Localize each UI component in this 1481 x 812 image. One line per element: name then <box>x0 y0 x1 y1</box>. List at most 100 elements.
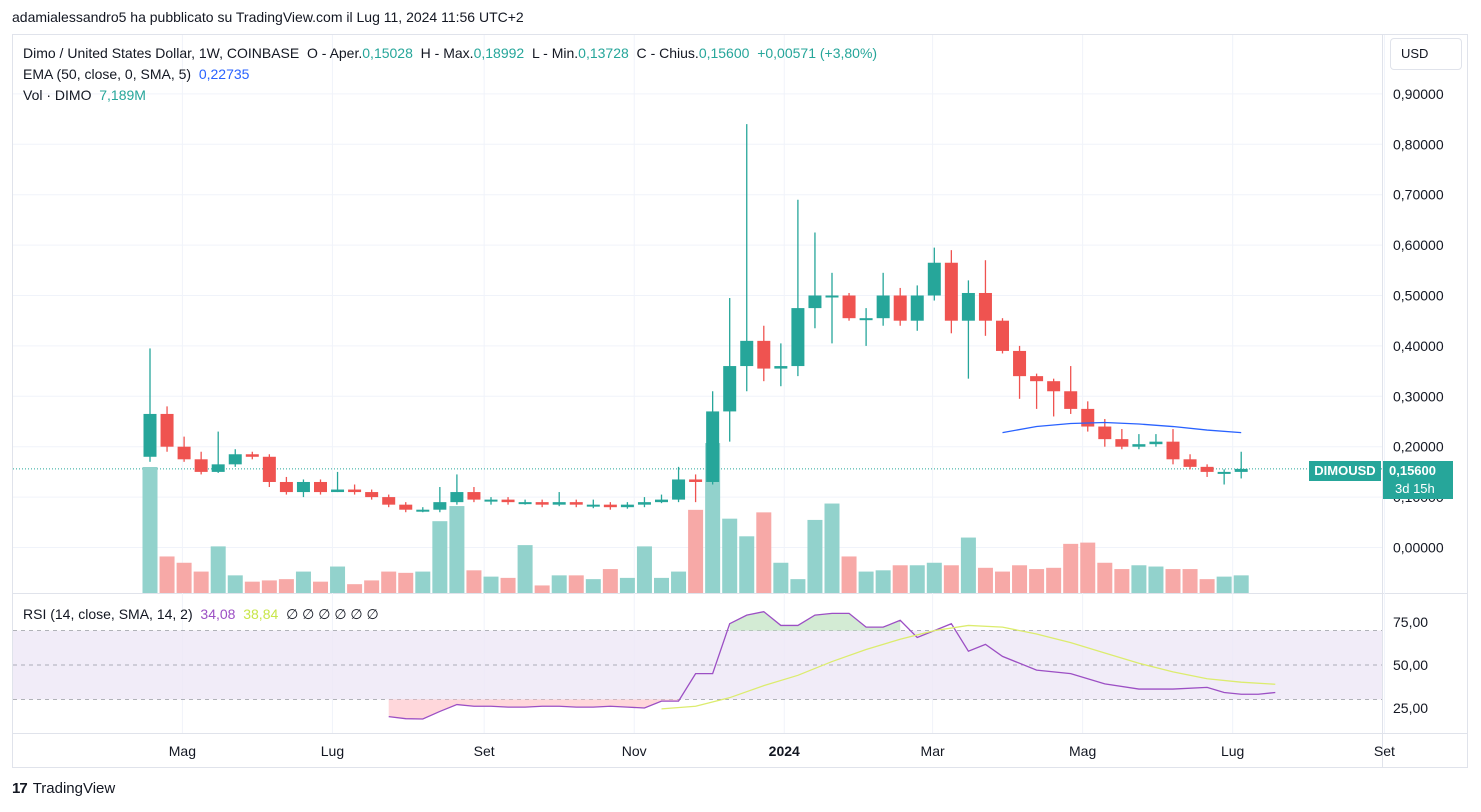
volume-bar <box>1165 569 1181 593</box>
candle-body <box>450 492 464 503</box>
candle-body <box>382 497 396 505</box>
candle-body <box>296 481 310 493</box>
candle-body <box>1149 441 1163 445</box>
legend-open-label: O <box>307 45 318 61</box>
candle-body <box>331 489 345 493</box>
candle-body <box>1013 350 1027 377</box>
volume-bar <box>500 577 516 593</box>
volume-bar <box>1046 567 1062 593</box>
candle-body <box>501 499 515 503</box>
volume-bar <box>619 577 635 593</box>
volume-bar <box>244 581 260 593</box>
candle-body <box>825 295 839 298</box>
volume-bar <box>756 512 772 593</box>
legend-ema: EMA (50, close, 0, SMA, 5) 0,22735 <box>23 66 249 82</box>
legend-rsi-ma-value: 38,84 <box>243 606 279 622</box>
volume-bar <box>892 565 908 593</box>
time-tick-label: Mag <box>1069 743 1096 759</box>
candle-body <box>177 446 191 460</box>
candle-body <box>262 456 276 482</box>
volume-bar <box>295 571 311 593</box>
volume-bar <box>858 571 874 593</box>
volume-bar <box>602 569 618 593</box>
rsi-extreme-fill <box>388 699 679 720</box>
volume-bar <box>875 570 891 593</box>
volume-layer <box>142 443 1249 593</box>
candle-body <box>1064 391 1078 409</box>
volume-bar <box>364 580 380 593</box>
volume-bar <box>449 506 465 593</box>
candle-body <box>689 479 703 482</box>
candle-body <box>518 502 532 505</box>
currency-button[interactable]: USD <box>1390 38 1462 70</box>
candle-body <box>245 454 259 457</box>
volume-bar <box>636 546 652 593</box>
rsi-tick-label: 25,00 <box>1393 700 1428 716</box>
legend-close-value: 0,15600 <box>698 45 750 61</box>
volume-bar <box>261 580 277 593</box>
volume-bar <box>807 519 823 593</box>
volume-bar <box>1233 575 1249 593</box>
legend-open-text: - Aper. <box>321 45 363 61</box>
candle-body <box>416 509 430 512</box>
volume-bar <box>415 571 431 593</box>
volume-bar <box>534 585 550 593</box>
candle-body <box>876 295 890 319</box>
rsi-ma-line <box>661 624 1276 710</box>
candle-body <box>586 504 600 507</box>
candle-body <box>706 411 720 482</box>
ema-line <box>1002 421 1242 434</box>
candle-body <box>910 295 924 321</box>
time-tick-label: Lug <box>1221 743 1244 759</box>
candle-body <box>228 454 242 465</box>
candle-body <box>978 292 992 321</box>
candle-body <box>211 464 225 472</box>
legend-rsi-value: 34,08 <box>200 606 236 622</box>
price-tick-label: 0,90000 <box>1393 86 1444 102</box>
candle-body <box>143 413 157 457</box>
volume-bar <box>926 562 942 593</box>
candle-body <box>791 308 805 367</box>
legend-open-text-word: Aper. <box>329 45 363 61</box>
candle-body <box>1030 376 1044 382</box>
candle-body <box>1183 459 1197 467</box>
volume-bar <box>193 571 209 593</box>
time-tick-label: Mar <box>921 743 945 759</box>
volume-bar <box>398 572 414 593</box>
legend-volume: Vol · DIMO 7,189M <box>23 87 146 103</box>
ema-layer <box>1002 421 1242 434</box>
volume-bar <box>722 518 738 593</box>
candle-body <box>484 499 498 502</box>
candle-body <box>552 502 566 505</box>
volume-bar <box>824 503 840 593</box>
volume-bar <box>381 571 397 593</box>
tradingview-logo[interactable]: 17 TradingView <box>12 780 115 797</box>
volume-bar <box>159 556 175 593</box>
volume-bar <box>671 571 687 593</box>
candle-body <box>603 504 617 508</box>
legend-high-value: 0,18992 <box>473 45 525 61</box>
legend-close-text-word: Chius. <box>659 45 699 61</box>
volume-bar <box>688 509 704 593</box>
price-tick-label: 0,70000 <box>1393 187 1444 203</box>
candle-body <box>944 262 958 321</box>
price-tick-label: 0,40000 <box>1393 338 1444 354</box>
price-tick-label: 0,20000 <box>1393 439 1444 455</box>
axis-layer: 0,000000,100000,200000,300000,400000,500… <box>169 86 1444 759</box>
volume-bar <box>313 581 328 593</box>
legend-rsi: RSI (14, close, SMA, 14, 2) 34,08 38,84 … <box>23 606 379 623</box>
candle-body <box>996 320 1009 351</box>
volume-bar <box>1182 569 1198 593</box>
volume-bar <box>568 575 584 593</box>
candle-body <box>1217 471 1231 474</box>
legend-change: +0,00571 (+3,80%) <box>757 45 878 61</box>
rsi-extreme-fill <box>729 611 901 631</box>
legend-volume-value: 7,189M <box>99 87 146 103</box>
legend-low-value: 0,13728 <box>578 45 629 61</box>
volume-bar <box>585 579 601 593</box>
volume-bar <box>483 576 499 593</box>
volume-bar <box>995 571 1010 593</box>
candle-body <box>535 502 549 505</box>
legend-symbol: Dimo / United States Dollar, 1W, COINBAS… <box>23 45 300 61</box>
